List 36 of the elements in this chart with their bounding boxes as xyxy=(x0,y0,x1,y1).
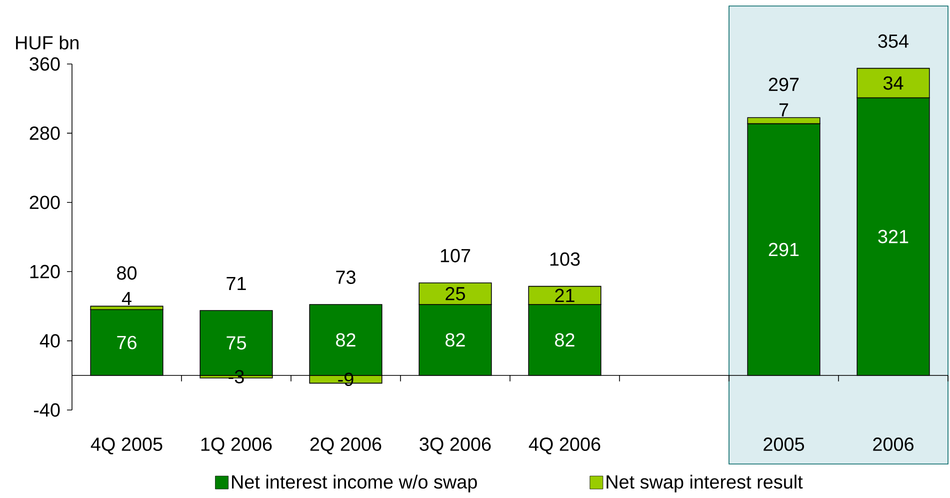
y-tick-label: 280 xyxy=(30,126,60,140)
x-tick-label: 1Q 2006 xyxy=(201,438,272,454)
data-label: 4 xyxy=(122,292,132,305)
data-label: 7 xyxy=(779,103,788,116)
data-label: 321 xyxy=(878,230,908,244)
data-label: 21 xyxy=(555,288,574,302)
data-label: 76 xyxy=(117,336,136,350)
y-axis-title: HUF bn xyxy=(16,36,78,50)
data-label: 291 xyxy=(768,242,799,256)
total-label: 107 xyxy=(440,248,470,262)
total-label: 103 xyxy=(550,252,580,266)
total-label: 297 xyxy=(768,78,799,92)
x-tick-label: 3Q 2006 xyxy=(420,438,491,454)
x-tick-label: 2Q 2006 xyxy=(310,438,382,454)
legend-label: Net swap interest result xyxy=(606,474,803,492)
data-label: 25 xyxy=(446,286,465,300)
data-label: 82 xyxy=(446,333,465,347)
data-label: -3 xyxy=(228,370,244,384)
total-label: 73 xyxy=(336,270,356,284)
y-tick-label: 200 xyxy=(30,196,60,210)
data-label: 34 xyxy=(883,76,904,90)
total-label: 71 xyxy=(226,277,246,290)
y-tick-label: 40 xyxy=(40,334,60,348)
x-tick-label: 4Q 2005 xyxy=(90,438,162,454)
data-label: 82 xyxy=(555,333,574,347)
y-tick-label: 120 xyxy=(30,264,60,278)
x-tick-label: 2006 xyxy=(873,438,914,451)
total-label: 354 xyxy=(878,34,908,48)
data-label: 75 xyxy=(226,336,246,350)
data-label: 82 xyxy=(336,333,356,347)
y-tick-label: 360 xyxy=(30,57,60,71)
total-label: 80 xyxy=(117,266,137,280)
legend-label: Net interest income w/o swap xyxy=(232,474,477,492)
y-tick-label: -40 xyxy=(34,403,60,417)
x-tick-label: 2005 xyxy=(764,438,804,451)
x-tick-label: 4Q 2006 xyxy=(528,438,600,454)
